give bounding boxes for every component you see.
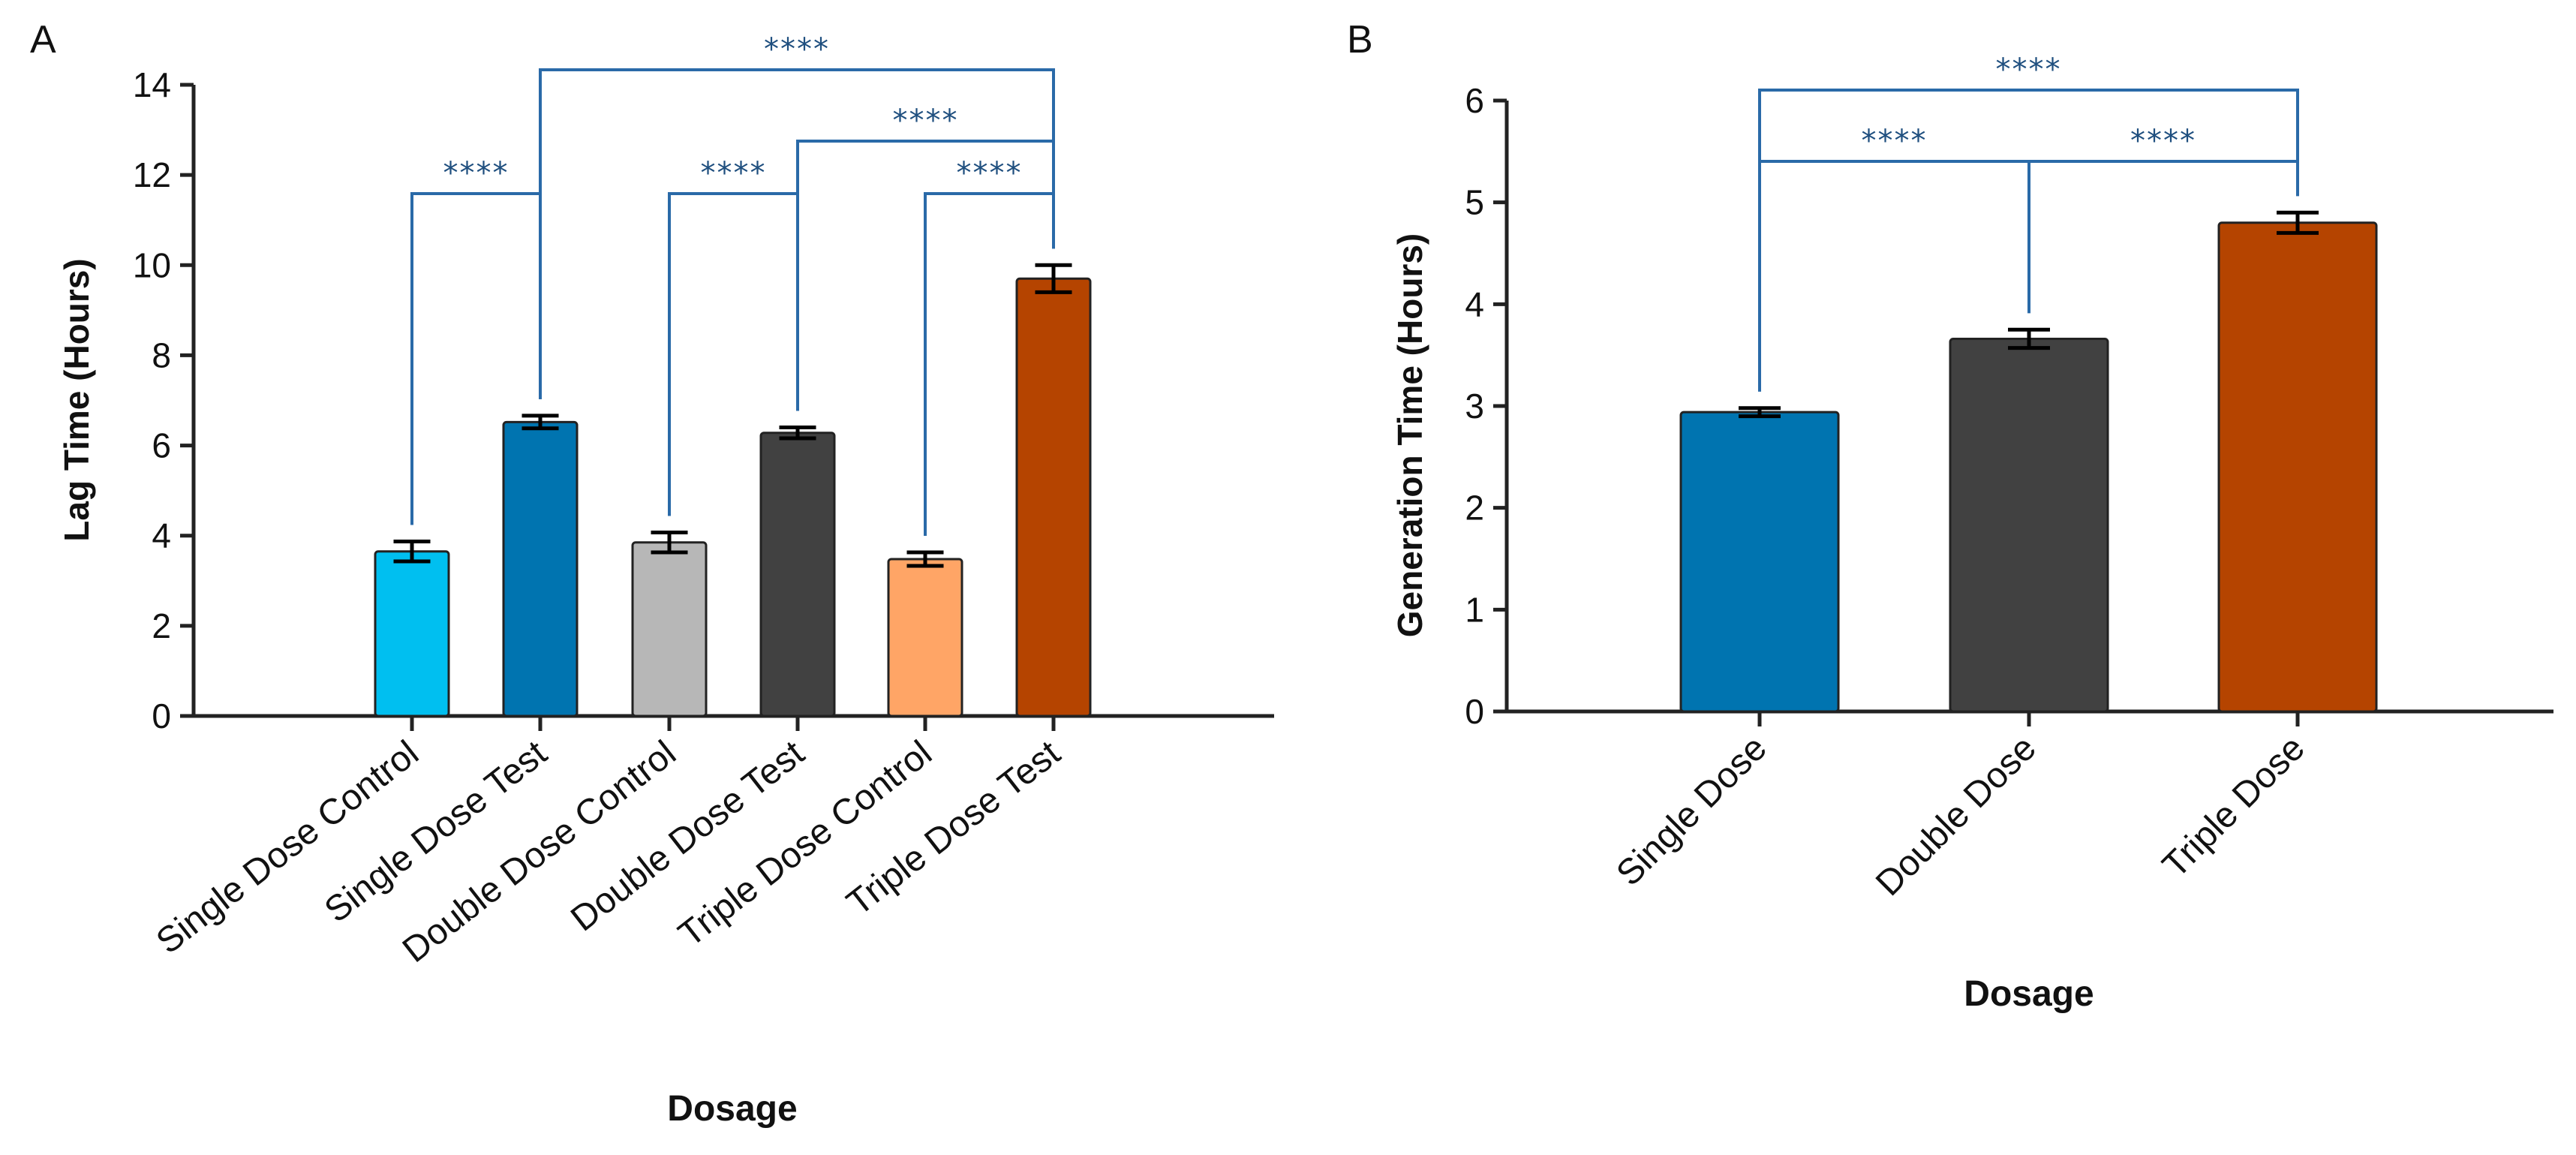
- panel-b-letter: B: [1347, 18, 1373, 62]
- panel-b-y-tick-label: 5: [1465, 183, 1484, 222]
- panel-a-significance-label: ****: [893, 104, 959, 138]
- panel-a-bar: [502, 420, 579, 717]
- panel-b-significance-bracket: [1758, 89, 2299, 392]
- panel-a-bar: [887, 558, 963, 717]
- panel-a-letter: A: [30, 18, 56, 62]
- panel-a-significance-label: ****: [764, 32, 830, 67]
- panel-b-category-label: Single Dose: [1609, 728, 1774, 893]
- panel-a-y-tick-label: 8: [152, 335, 171, 374]
- panel-a-y-tick-label: 0: [152, 696, 171, 735]
- panel-a-category-label: Double Dose Test: [564, 733, 811, 939]
- panel-b-bar: [1679, 411, 1840, 713]
- panel-b-y-tick-label: 6: [1465, 81, 1484, 120]
- panel-b-generation-time-chart: B Generation Time (Hours) Dosage 0 1 2 3 4 5 6…: [1347, 18, 2553, 1014]
- panel-a-significance-label: ****: [957, 156, 1023, 191]
- panel-b-y-tick-label: 0: [1465, 692, 1484, 731]
- panel-a-y-tick-label: 12: [133, 155, 171, 194]
- panel-b-plot-area: 0 1 2 3 4 5 6 Single Dose Double Dose Triple Dose…: [1465, 53, 2553, 904]
- panel-a-significance-label: ****: [701, 156, 767, 191]
- panel-a-significance-label: ****: [443, 156, 509, 191]
- panel-a-y-tick-label: 10: [133, 245, 171, 284]
- panel-b-bar: [1949, 337, 2109, 713]
- panel-b-bar: [2217, 221, 2378, 713]
- panel-a-y-tick-label: 14: [133, 65, 171, 104]
- panel-a-bar: [374, 550, 450, 717]
- panel-a-category-label: Triple Dose Test: [840, 733, 1068, 924]
- panel-a-category-label: Single Dose Test: [317, 733, 555, 931]
- panel-b-category-label: Triple Dose: [2155, 728, 2313, 886]
- panel-b-y-tick-label: 1: [1465, 590, 1484, 629]
- panel-a-bar: [1015, 277, 1092, 717]
- panel-a-x-axis-label: Dosage: [667, 1089, 797, 1129]
- panel-b-significance-label: ****: [2130, 124, 2196, 158]
- panel-a-y-tick-label: 2: [152, 606, 171, 645]
- panel-b-y-tick-label: 3: [1465, 387, 1484, 426]
- panel-b-significance-label: ****: [1862, 124, 1928, 158]
- panel-b-y-axis-label: Generation Time (Hours): [1390, 233, 1429, 637]
- panel-b-x-axis-label: Dosage: [1964, 974, 2094, 1014]
- panel-b-category-label: Double Dose: [1868, 728, 2044, 904]
- panel-a-significance-bracket: [539, 68, 1055, 399]
- panel-a-bar: [631, 541, 708, 717]
- panel-b-y-tick-label: 4: [1465, 284, 1484, 323]
- panel-a-lag-time-chart: A Lag Time (Hours) Dosage 0 2 4 6 8 10 12 14 Sin…: [30, 18, 1274, 1129]
- panel-a-y-tick-label: 6: [152, 426, 171, 465]
- panel-a-bar: [759, 432, 836, 717]
- panel-b-significance-label: ****: [1996, 53, 2062, 87]
- panel-a-y-tick-label: 4: [152, 516, 171, 555]
- panel-b-y-tick-label: 2: [1465, 489, 1484, 528]
- panel-a-y-axis-label: Lag Time (Hours): [57, 258, 96, 541]
